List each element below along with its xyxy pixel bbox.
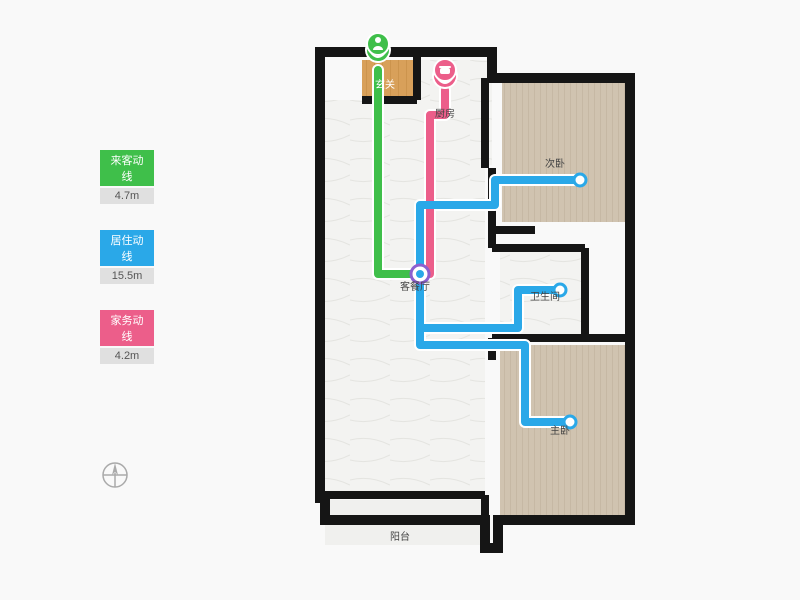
flow-center-dot: [416, 270, 424, 278]
floorplan: 玄关厨房次卧客餐厅卫生间主卧阳台: [270, 30, 650, 570]
legend-item-chore: 家务动线 4.2m: [100, 310, 154, 364]
room-label-kitchen: 厨房: [435, 105, 455, 120]
room-secondary: [502, 82, 627, 222]
legend-label-living: 居住动线: [100, 230, 154, 266]
legend-value-chore: 4.2m: [100, 348, 154, 364]
legend-value-living: 15.5m: [100, 268, 154, 284]
legend-label-chore: 家务动线: [100, 310, 154, 346]
legend-item-living: 居住动线 15.5m: [100, 230, 154, 284]
room-label-bathroom: 卫生间: [530, 288, 560, 303]
compass-icon: [100, 460, 130, 490]
legend-value-guest: 4.7m: [100, 188, 154, 204]
flow-node-blue-0: [574, 174, 586, 186]
room-label-entrance: 玄关: [375, 76, 395, 91]
pin-person-icon: [366, 33, 390, 62]
room-label-balcony: 阳台: [390, 528, 410, 543]
legend-item-guest: 来客动线 4.7m: [100, 150, 154, 204]
room-living: [325, 100, 485, 495]
room-label-living: 客餐厅: [400, 278, 430, 293]
legend-label-guest: 来客动线: [100, 150, 154, 186]
legend: 来客动线 4.7m 居住动线 15.5m 家务动线 4.2m: [100, 150, 154, 382]
room-label-master: 主卧: [550, 422, 570, 437]
room-label-secondary: 次卧: [545, 155, 565, 170]
floorplan-svg: [270, 30, 650, 570]
pin-pot-icon: [433, 59, 457, 88]
